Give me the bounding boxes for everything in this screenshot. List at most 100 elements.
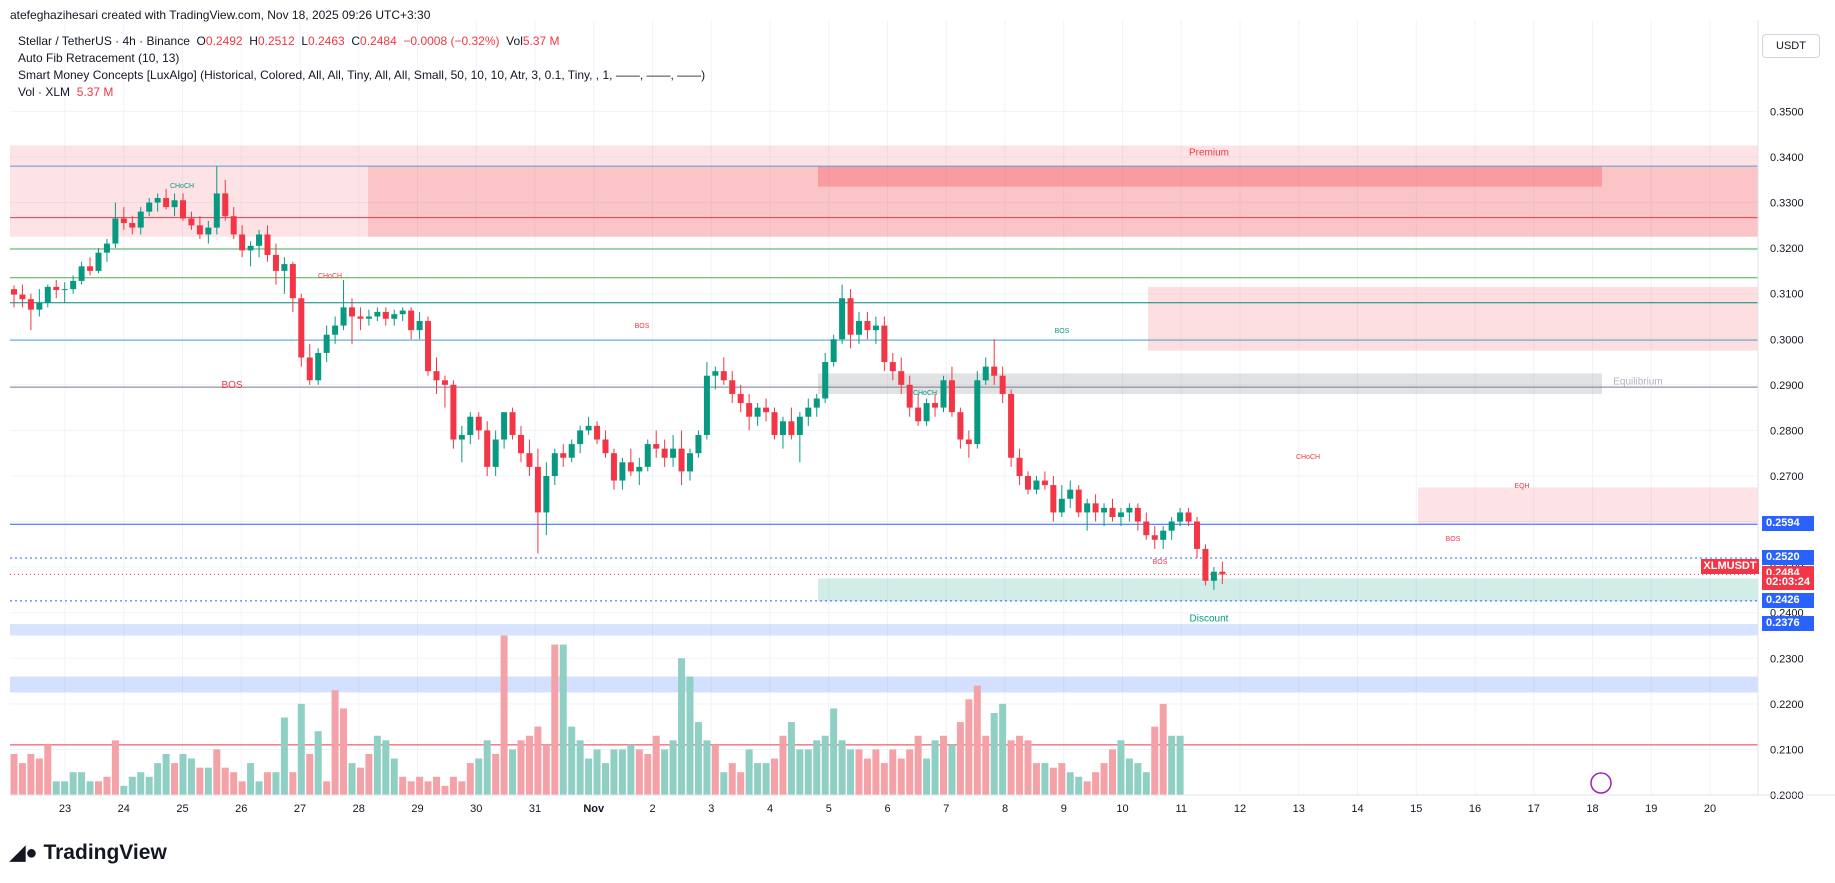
time-tick: 7 [943, 803, 949, 815]
candle-body [636, 466, 643, 472]
volume-bar [264, 772, 271, 795]
supply-block-inner [818, 166, 1602, 187]
time-tick: 6 [884, 803, 890, 815]
volume-bar [52, 781, 60, 795]
candle-body [602, 439, 609, 454]
symbol-name[interactable]: Stellar / TetherUS · 4h · Binance [18, 34, 190, 48]
candle-body [1117, 512, 1124, 517]
candle-body [1041, 480, 1048, 486]
volume-bar [551, 644, 559, 795]
volume-bar [458, 781, 466, 795]
candle-body [754, 407, 761, 417]
volume-bar [1117, 740, 1125, 795]
volume-bar [754, 763, 762, 795]
candle-body [1025, 475, 1031, 490]
volume-bar [669, 740, 677, 795]
structure-label: BOS [1153, 559, 1168, 566]
volume-bar [889, 749, 897, 795]
volume-bar [44, 744, 52, 795]
volume-bar [779, 735, 787, 795]
time-tick: 17 [1528, 803, 1540, 815]
smc-indicator-legend[interactable]: Smart Money Concepts [LuxAlgo] (Historic… [18, 68, 706, 82]
volume-bar [1066, 772, 1074, 795]
volume-bar [787, 722, 795, 795]
volume-bar [365, 753, 373, 795]
time-tick: 23 [59, 803, 71, 815]
volume-bar [644, 753, 652, 795]
candle-body [298, 298, 305, 358]
time-tick: 25 [176, 803, 188, 815]
volume-bar [914, 735, 922, 795]
candle-body [188, 218, 195, 226]
price-chart[interactable]: Premium Equilibrium Discount BOS CHoCH CHoCH B… [0, 0, 1835, 830]
candle-body [137, 211, 144, 228]
volume-bar [1083, 781, 1091, 795]
candle-body [822, 362, 829, 399]
volume-bar [804, 749, 812, 795]
candle-body [610, 453, 617, 481]
volume-bar [103, 776, 111, 795]
time-tick: 27 [294, 803, 306, 815]
supply-block-3 [1418, 487, 1758, 524]
volume-bar [323, 781, 331, 795]
volume-bar [255, 781, 263, 795]
candle-body [44, 286, 51, 303]
tradingview-logo[interactable]: ◢● TradingView [10, 840, 167, 865]
candle-body [889, 362, 896, 372]
candle-body [78, 266, 85, 281]
time-tick: 24 [118, 803, 130, 815]
volume-bar [78, 772, 86, 795]
volume-bar [652, 735, 660, 795]
volume-bar [542, 744, 550, 795]
candle-body [543, 475, 550, 513]
candle-body [568, 444, 575, 458]
price-tick: 0.2100 [1770, 744, 1804, 756]
candle-body [796, 416, 803, 435]
volume-bar [230, 772, 238, 795]
candle-body [163, 197, 170, 208]
price-tag: 0.2594 [1762, 516, 1814, 532]
candle-body [306, 357, 313, 381]
price-tick: 0.2300 [1770, 653, 1804, 665]
structure-label: BOS [635, 323, 650, 330]
volume-bar [95, 781, 102, 795]
volume-bar [162, 753, 170, 795]
candle-body [534, 466, 541, 513]
candle-body [965, 439, 972, 445]
zone-equilibrium [818, 373, 1602, 394]
candle-body [36, 302, 43, 310]
volume-bar [906, 749, 914, 795]
time-tick: 2 [649, 803, 655, 815]
volume-bar [762, 763, 770, 795]
candle-body [551, 453, 558, 476]
open-value: 0.2492 [205, 34, 243, 48]
candle-body [898, 371, 905, 385]
fib-indicator-legend[interactable]: Auto Fib Retracement (10, 13) [18, 51, 180, 65]
time-tick: 10 [1116, 803, 1128, 815]
currency-button[interactable]: USDT [1762, 34, 1820, 58]
structure-label: BOS [221, 380, 242, 391]
volume-bar [407, 781, 415, 795]
volume-bar [534, 726, 542, 795]
candle-body [357, 316, 364, 319]
volume-bar [35, 758, 43, 795]
candle-body [1202, 548, 1209, 581]
volume-bar [576, 740, 584, 795]
volume-bar [610, 749, 618, 795]
volume-bar [213, 749, 221, 795]
zone-discount [818, 578, 1758, 602]
candle-body [1143, 521, 1150, 536]
volume-bar [923, 758, 931, 795]
candle-body [1168, 521, 1175, 531]
volume-bar [602, 763, 609, 795]
volume-bar [880, 763, 888, 795]
open-label: O [196, 34, 206, 48]
time-tick: 20 [1704, 803, 1716, 815]
demand-band-2 [10, 676, 1758, 693]
time-tick: 26 [235, 803, 247, 815]
candle-body [475, 416, 482, 431]
volume-indicator-legend[interactable]: Vol · XLM 5.37 M [18, 85, 113, 99]
zone-premium [10, 145, 1758, 237]
volume-indicator-name: Vol · XLM [18, 85, 71, 99]
candle-body [1134, 507, 1141, 522]
